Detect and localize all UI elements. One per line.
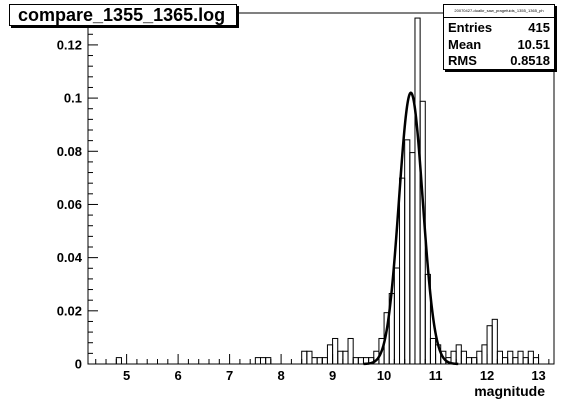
x-tick-label: 9 bbox=[329, 368, 336, 383]
stats-entries-row: Entries 415 bbox=[448, 19, 550, 36]
x-tick-label: 11 bbox=[429, 368, 443, 383]
histogram-bar bbox=[532, 357, 540, 365]
stats-rms-label: RMS bbox=[448, 53, 477, 68]
x-tick-label: 12 bbox=[480, 368, 494, 383]
x-tick-label: 7 bbox=[226, 368, 233, 383]
x-tick-label: 10 bbox=[377, 368, 391, 383]
y-tick-label: 0 bbox=[75, 357, 82, 372]
y-tick-label: 0.08 bbox=[57, 144, 82, 159]
stats-mean-value: 10.51 bbox=[517, 37, 550, 52]
stats-mean-row: Mean 10.51 bbox=[448, 36, 550, 53]
y-axis: 0 0.02 0.04 0.06 0.08 0.1 0.12 bbox=[57, 12, 98, 372]
stats-entries-value: 415 bbox=[528, 20, 550, 35]
y-tick-label: 0.12 bbox=[57, 37, 82, 52]
histogram-bar bbox=[265, 357, 272, 365]
y-tick-label: 0.04 bbox=[57, 250, 83, 265]
y-tick-label: 0.06 bbox=[57, 197, 82, 212]
histogram-title: compare_1355_1365.log bbox=[9, 4, 237, 26]
plot-frame bbox=[87, 12, 555, 365]
y-tick-label: 0.02 bbox=[57, 303, 82, 318]
histogram-bar bbox=[115, 357, 122, 365]
x-tick-label: 5 bbox=[123, 368, 130, 383]
histogram-bar bbox=[347, 337, 354, 365]
x-axis-title: magnitude bbox=[474, 383, 545, 399]
stats-box: 20070427-dualkr_saw_pragefuids_1355_1365… bbox=[443, 4, 555, 70]
stats-histogram-name: 20070427-dualkr_saw_pragefuids_1355_1365… bbox=[444, 5, 554, 18]
y-tick-label: 0.1 bbox=[64, 91, 82, 106]
stats-mean-label: Mean bbox=[448, 37, 482, 52]
x-tick-label: 8 bbox=[277, 368, 284, 383]
stats-rms-value: 0.8518 bbox=[510, 53, 550, 68]
histogram-bar bbox=[491, 318, 498, 365]
stats-entries-label: Entries bbox=[448, 20, 493, 35]
x-tick-label: 6 bbox=[174, 368, 181, 383]
x-tick-label: 13 bbox=[531, 368, 545, 383]
stats-rms-row: RMS 0.8518 bbox=[448, 52, 550, 69]
gaussian-fit-curve bbox=[363, 91, 459, 366]
